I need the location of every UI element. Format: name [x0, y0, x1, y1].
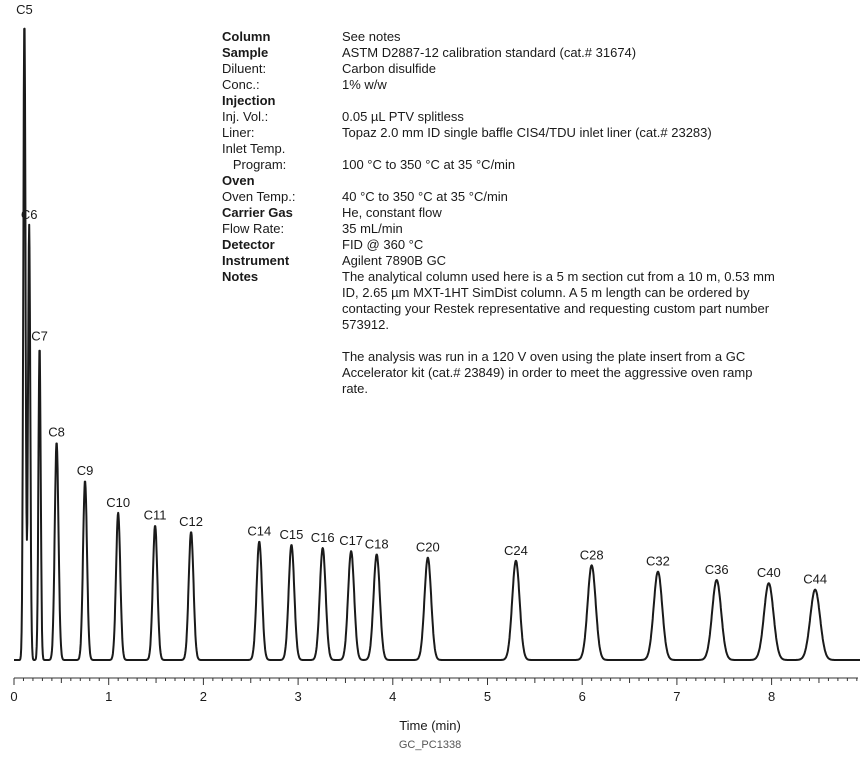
condition-row: Oven: [222, 173, 822, 189]
condition-key: Detector: [222, 237, 275, 252]
notes-text: The analytical column used here is a 5 m…: [342, 269, 822, 397]
peak-label-c16: C16: [311, 530, 335, 545]
condition-row: Column See notes: [222, 29, 822, 45]
x-tick-label-8: 8: [768, 689, 775, 704]
condition-row: Carrier Gas He, constant flow: [222, 205, 822, 221]
condition-row: Inlet Temp.: [222, 141, 822, 157]
condition-value: He, constant flow: [342, 205, 442, 220]
condition-key: Sample: [222, 45, 269, 60]
peak-label-c28: C28: [580, 547, 604, 562]
x-tick-label-1: 1: [105, 689, 112, 704]
chromatogram-trace: [13, 27, 860, 661]
condition-row: Conc.: 1% w/w: [222, 77, 822, 93]
condition-value: 40 °C to 350 °C at 35 °C/min: [342, 189, 508, 204]
condition-value: Topaz 2.0 mm ID single baffle CIS4/TDU i…: [342, 125, 712, 140]
condition-row: Detector FID @ 360 °C: [222, 237, 822, 253]
x-axis: 0 1 2 3 4 5 6 7 8: [10, 677, 858, 704]
x-tick-label-0: 0: [10, 689, 17, 704]
condition-value: FID @ 360 °C: [342, 237, 424, 252]
x-axis-title: Time (min): [399, 718, 461, 733]
condition-row: Injection: [222, 93, 822, 109]
notes-key: Notes: [222, 269, 259, 284]
notes-line: ID, 2.65 µm MXT-1HT SimDist column. A 5 …: [342, 285, 750, 300]
x-tick-label-4: 4: [389, 689, 396, 704]
figure-code: GC_PC1338: [399, 739, 461, 751]
notes-line: The analytical column used here is a 5 m…: [342, 269, 775, 284]
condition-row: Flow Rate: 35 mL/min: [222, 221, 822, 237]
peak-label-c44: C44: [803, 572, 827, 587]
condition-row: Diluent: Carbon disulfide: [222, 61, 822, 77]
condition-key: Conc.:: [222, 77, 260, 92]
x-tick-label-2: 2: [200, 689, 207, 704]
peak-label-c6: C6: [21, 207, 38, 222]
notes-line: The analysis was run in a 120 V oven usi…: [342, 349, 746, 364]
condition-row: Oven Temp.: 40 °C to 350 °C at 35 °C/min: [222, 189, 822, 205]
peak-label-c36: C36: [705, 562, 729, 577]
peak-label-c24: C24: [504, 543, 528, 558]
condition-value: 35 mL/min: [342, 221, 403, 236]
peak-label-c15: C15: [280, 527, 304, 542]
notes-line: 573912.: [342, 317, 389, 332]
chromatogram-trace-group: [13, 27, 860, 661]
peak-label-c20: C20: [416, 540, 440, 555]
peak-label-c5: C5: [16, 2, 33, 17]
condition-key: Instrument: [222, 253, 290, 268]
condition-value: Carbon disulfide: [342, 61, 436, 76]
condition-value: 1% w/w: [342, 77, 387, 92]
x-tick-label-7: 7: [673, 689, 680, 704]
condition-key: Oven Temp.:: [222, 189, 296, 204]
condition-row: Sample ASTM D2887-12 calibration standard…: [222, 45, 822, 61]
peak-label-c8: C8: [48, 424, 65, 439]
condition-value: 100 °C to 350 °C at 35 °C/min: [342, 157, 516, 172]
notes-line: Accelerator kit (cat.# 23849) in order t…: [342, 365, 753, 380]
condition-value: Agilent 7890B GC: [342, 253, 447, 268]
condition-value: [342, 173, 822, 189]
peak-label-c40: C40: [757, 565, 781, 580]
peak-label-c10: C10: [106, 495, 130, 510]
condition-key: Flow Rate:: [222, 221, 285, 236]
peak-label-c17: C17: [339, 533, 363, 548]
x-tick-label-6: 6: [579, 689, 586, 704]
peak-label-c9: C9: [77, 463, 94, 478]
condition-value: [342, 93, 822, 109]
condition-key: Diluent:: [222, 61, 267, 76]
condition-value: [342, 141, 822, 157]
peak-label-c12: C12: [179, 514, 203, 529]
x-tick-label-5: 5: [484, 689, 491, 704]
condition-value: See notes: [342, 29, 401, 44]
x-tick-label-3: 3: [294, 689, 301, 704]
peak-label-c14: C14: [247, 524, 271, 539]
condition-key: Program:: [222, 157, 287, 172]
condition-row: Inj. Vol.: 0.05 µL PTV splitless: [222, 109, 822, 125]
method-conditions-table: Column See notes Sample ASTM D2887-12 calib…: [222, 29, 822, 397]
conditions-rows: Column See notes Sample ASTM D2887-12 calib…: [222, 29, 822, 269]
notes-line: rate.: [342, 381, 369, 396]
condition-row: Liner: Topaz 2.0 mm ID single baffle CIS4…: [222, 125, 822, 141]
peak-label-c32: C32: [646, 554, 670, 569]
notes-row: Notes The analytical column used here is…: [222, 269, 822, 397]
condition-key: Injection: [222, 93, 276, 108]
peak-label-c11: C11: [144, 508, 167, 523]
condition-value: 0.05 µL PTV splitless: [342, 109, 464, 124]
condition-key: Inlet Temp.: [222, 141, 286, 156]
condition-value: ASTM D2887-12 calibration standard (cat.…: [342, 45, 637, 60]
condition-row: Program: 100 °C to 350 °C at 35 °C/min: [222, 157, 822, 173]
condition-key: Column: [222, 29, 271, 44]
peak-label-c7: C7: [31, 328, 48, 343]
condition-row: Instrument Agilent 7890B GC: [222, 253, 822, 269]
notes-line: [342, 333, 822, 349]
condition-key: Oven: [222, 173, 255, 188]
notes-line: contacting your Restek representative an…: [342, 301, 770, 316]
condition-key: Liner:: [222, 125, 255, 140]
condition-key: Carrier Gas: [222, 205, 293, 220]
peak-labels: C5 C6 C7 C8 C9 C10 C11 C12 C14 C15 C16 C17 C18 C20 C24…: [16, 2, 827, 587]
peak-label-c18: C18: [365, 536, 389, 551]
condition-key: Inj. Vol.:: [222, 109, 269, 124]
